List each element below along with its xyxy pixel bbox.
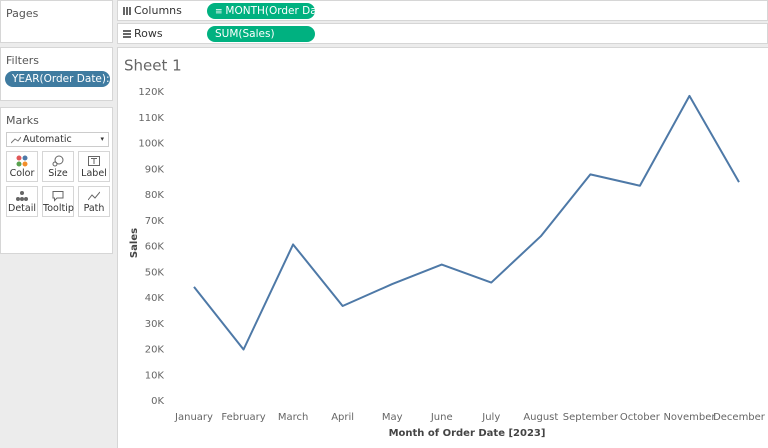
x-tick-label: May bbox=[382, 412, 403, 423]
y-tick-label: 40K bbox=[145, 293, 165, 304]
y-tick-label: 20K bbox=[145, 345, 165, 356]
marks-button[interactable]: Path bbox=[78, 186, 110, 217]
row-pill[interactable]: SUM(Sales) bbox=[207, 26, 315, 42]
y-tick-label: 80K bbox=[145, 190, 165, 201]
filter-pill[interactable]: YEAR(Order Date): 2.. bbox=[5, 71, 110, 87]
x-tick-label: August bbox=[523, 412, 558, 423]
detail-icon bbox=[16, 191, 28, 201]
column-pill[interactable]: ≡ MONTH(Order Date) bbox=[207, 3, 315, 19]
marks-button[interactable]: Tooltip bbox=[42, 186, 74, 217]
filters-panel: Filters YEAR(Order Date): 2.. bbox=[0, 47, 113, 101]
x-tick-label: December bbox=[713, 412, 766, 423]
sheet: Sheet 1 Sales Month of Order Date [2023]… bbox=[117, 47, 768, 448]
button-label: Tooltip bbox=[43, 203, 74, 214]
y-tick-label: 70K bbox=[145, 216, 165, 227]
x-tick-label: March bbox=[278, 412, 308, 423]
marks-button[interactable]: Size bbox=[42, 151, 74, 182]
button-label: Color bbox=[9, 168, 35, 179]
x-tick-label: February bbox=[221, 412, 265, 423]
pages-panel: Pages bbox=[0, 0, 113, 43]
y-tick-label: 0K bbox=[151, 396, 164, 407]
chart-title: Sheet 1 bbox=[124, 57, 182, 75]
panel-title: Pages bbox=[6, 7, 39, 20]
rows-icon bbox=[123, 30, 131, 38]
y-tick-label: 30K bbox=[145, 319, 165, 330]
shelf-label: Columns bbox=[134, 4, 182, 17]
y-tick-label: 120K bbox=[138, 87, 164, 98]
x-tick-label: July bbox=[481, 412, 500, 423]
x-tick-label: September bbox=[563, 412, 619, 423]
dropdown-arrow: ▾ bbox=[100, 135, 104, 143]
button-label: Size bbox=[48, 168, 68, 179]
button-label: Path bbox=[83, 203, 105, 214]
marks-button[interactable]: Detail bbox=[6, 186, 38, 217]
shelf-label: Rows bbox=[134, 27, 163, 40]
y-tick-label: 110K bbox=[138, 113, 164, 124]
y-tick-label: 90K bbox=[145, 164, 165, 175]
y-tick-label: 50K bbox=[145, 267, 165, 278]
rows-shelf: Rows SUM(Sales) bbox=[117, 23, 768, 44]
color-icon bbox=[16, 155, 28, 167]
x-tick-label: April bbox=[331, 412, 354, 423]
tooltip-icon bbox=[52, 191, 64, 202]
columns-shelf: Columns ≡ MONTH(Order Date) bbox=[117, 0, 768, 21]
marks-button[interactable]: Label bbox=[78, 151, 110, 182]
x-tick-label: June bbox=[430, 412, 453, 423]
button-label: Detail bbox=[8, 203, 36, 214]
y-tick-label: 100K bbox=[138, 139, 164, 150]
size-icon bbox=[52, 155, 64, 167]
line-icon bbox=[11, 136, 21, 144]
x-axis-title: Month of Order Date [2023] bbox=[389, 428, 546, 439]
panel-title: Filters bbox=[6, 54, 39, 67]
y-tick-label: 10K bbox=[145, 370, 165, 381]
mark-type-dropdown[interactable]: Automatic ▾ bbox=[6, 132, 109, 147]
pill-text: MONTH(Order Date) bbox=[225, 5, 315, 17]
y-tick-label: 60K bbox=[145, 242, 165, 253]
label-icon bbox=[88, 156, 100, 166]
marks-button[interactable]: Color bbox=[6, 151, 38, 182]
panel-title: Marks bbox=[6, 114, 39, 127]
button-label: Label bbox=[81, 168, 107, 179]
sales-line bbox=[193, 94, 740, 351]
path-icon bbox=[88, 191, 100, 201]
y-axis-title: Sales bbox=[129, 228, 140, 258]
columns-icon bbox=[123, 7, 131, 15]
marks-panel: Marks Automatic ▾ Color Size Label Detai… bbox=[0, 107, 113, 254]
x-tick-label: October bbox=[620, 412, 661, 423]
pill-icon: ≡ bbox=[215, 7, 226, 17]
chart: Sheet 1 Sales Month of Order Date [2023]… bbox=[124, 57, 766, 440]
x-tick-label: January bbox=[174, 412, 213, 423]
x-tick-label: November bbox=[663, 412, 716, 423]
dropdown-value: Automatic bbox=[23, 134, 72, 145]
